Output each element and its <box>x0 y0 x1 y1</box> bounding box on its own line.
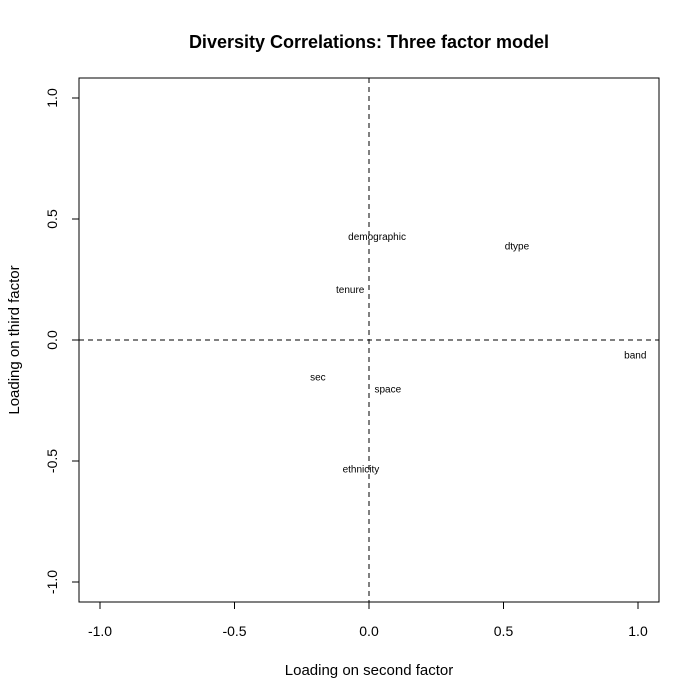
x-axis: -1.0 -0.5 0.0 0.5 1.0 <box>88 601 648 639</box>
point-label-ethnicity: ethnicity <box>343 464 380 475</box>
y-axis: -1.0 -0.5 0.0 0.5 1.0 <box>44 88 80 594</box>
point-labels: demographic dtype tenure band sec space ethnic… <box>310 232 646 475</box>
point-label-band: band <box>624 351 646 362</box>
y-tick-label: -0.5 <box>44 449 60 473</box>
y-tick-label: 0.0 <box>44 330 60 350</box>
x-tick-label: -0.5 <box>222 623 246 639</box>
y-tick-label: 1.0 <box>44 88 60 108</box>
x-tick-label: -1.0 <box>88 623 112 639</box>
x-tick-label: 0.0 <box>359 623 379 639</box>
x-axis-label: Loading on second factor <box>285 662 453 679</box>
chart-title: Diversity Correlations: Three factor mod… <box>189 32 549 52</box>
point-label-space: space <box>374 384 401 395</box>
point-label-sec: sec <box>310 372 326 383</box>
x-tick-label: 0.5 <box>494 623 514 639</box>
point-label-tenure: tenure <box>336 285 365 296</box>
y-tick-label: 0.5 <box>44 209 60 229</box>
x-tick-label: 1.0 <box>628 623 648 639</box>
y-axis-label: Loading on third factor <box>6 265 23 414</box>
point-label-demographic: demographic <box>348 232 406 243</box>
point-label-dtype: dtype <box>505 242 530 253</box>
y-tick-label: -1.0 <box>44 570 60 594</box>
